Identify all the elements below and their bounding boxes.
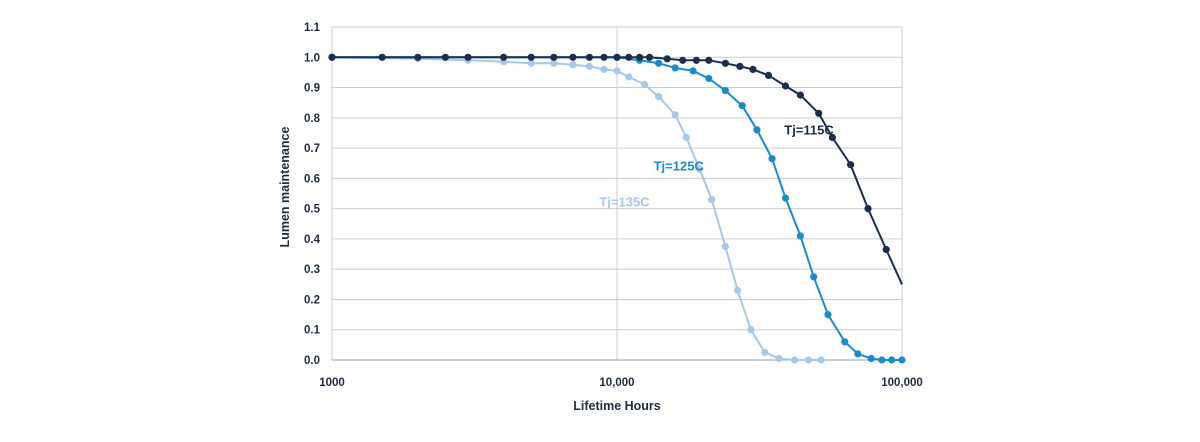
y-tick-label: 0.6 — [304, 173, 320, 185]
data-point — [738, 102, 746, 110]
data-point — [600, 65, 608, 73]
data-point — [527, 59, 535, 67]
data-point — [328, 53, 336, 61]
data-point — [747, 326, 755, 334]
x-tick-label: 1000 — [319, 377, 345, 389]
data-point — [550, 53, 558, 61]
data-point — [645, 53, 654, 61]
data-point — [791, 356, 799, 364]
data-point — [682, 133, 690, 142]
x-axis-ticks: 1000 10,000 100,000 — [319, 377, 923, 389]
data-point — [550, 59, 558, 67]
data-point — [600, 53, 608, 61]
series-label: Tj=125C — [654, 158, 705, 173]
data-point — [781, 82, 790, 90]
x-axis-title: Lifetime Hours — [573, 399, 661, 413]
data-point — [721, 59, 730, 67]
data-point — [781, 194, 790, 202]
x-tick-label: 100,000 — [881, 377, 923, 389]
data-point — [585, 62, 594, 70]
data-point — [734, 286, 742, 294]
data-point — [613, 53, 621, 61]
data-point — [671, 64, 679, 72]
data-point — [824, 311, 832, 319]
data-point — [888, 356, 896, 364]
data-point — [705, 56, 713, 64]
data-point — [775, 354, 783, 363]
y-tick-label: 0.2 — [304, 294, 320, 306]
data-point — [500, 53, 508, 61]
data-point — [721, 87, 730, 95]
series-tj-115c — [328, 53, 903, 285]
y-tick-label: 1.0 — [304, 52, 320, 64]
data-point — [441, 53, 449, 61]
data-point — [655, 59, 663, 67]
data-point — [761, 348, 769, 356]
data-point — [705, 74, 713, 83]
data-point — [721, 242, 730, 251]
data-point — [655, 93, 663, 101]
data-point — [867, 354, 875, 363]
data-point — [569, 53, 577, 61]
y-tick-label: 0.8 — [304, 113, 321, 125]
data-point — [663, 55, 671, 63]
y-tick-label: 0.9 — [304, 83, 320, 95]
data-point — [679, 56, 687, 64]
data-point — [804, 356, 813, 364]
data-point — [736, 62, 744, 70]
series-group — [328, 53, 906, 364]
data-point — [828, 133, 837, 142]
y-tick-label: 0.3 — [304, 264, 320, 276]
data-point — [854, 350, 862, 358]
x-tick-label: 10,000 — [599, 377, 634, 389]
data-point — [878, 356, 886, 364]
y-tick-label: 0.0 — [304, 355, 320, 367]
data-point — [378, 53, 386, 61]
data-point — [841, 338, 849, 346]
y-tick-label: 0.1 — [304, 325, 321, 337]
data-point — [636, 53, 644, 61]
data-point — [696, 165, 704, 173]
data-point — [641, 80, 649, 89]
data-point — [414, 53, 422, 61]
data-point — [569, 61, 577, 69]
grid-lines — [331, 26, 903, 361]
data-point — [898, 356, 906, 364]
data-point — [585, 53, 594, 61]
data-point — [671, 111, 679, 119]
data-point — [625, 53, 633, 61]
data-point — [882, 245, 890, 254]
data-point — [527, 53, 535, 61]
y-tick-label: 0.4 — [304, 234, 321, 246]
y-axis-ticks: 0.0 0.1 0.2 0.3 0.4 0.5 0.6 0.7 0.8 0.9 1.0 1.1 — [304, 22, 321, 367]
series-label: Tj=135C — [599, 195, 650, 210]
data-point — [708, 196, 716, 204]
data-point — [764, 71, 773, 79]
data-point — [810, 273, 818, 281]
data-point — [753, 126, 761, 134]
data-point — [796, 91, 805, 99]
data-point — [796, 232, 805, 240]
data-point — [464, 53, 472, 61]
data-point — [864, 205, 872, 213]
data-point — [815, 109, 823, 117]
y-axis-title: Lumen maintenance — [278, 127, 292, 248]
series-annotations: Tj=115C Tj=125C Tj=135C — [599, 122, 834, 209]
data-point — [817, 356, 825, 364]
data-point — [689, 67, 697, 75]
data-point — [625, 73, 633, 81]
y-tick-label: 0.7 — [304, 143, 320, 155]
data-point — [613, 67, 621, 75]
data-point — [847, 161, 855, 169]
data-point — [768, 155, 776, 163]
y-tick-label: 0.5 — [304, 204, 321, 216]
y-tick-label: 1.1 — [304, 22, 321, 34]
data-point — [749, 65, 757, 73]
data-point — [692, 56, 701, 64]
series-label: Tj=115C — [784, 122, 834, 137]
